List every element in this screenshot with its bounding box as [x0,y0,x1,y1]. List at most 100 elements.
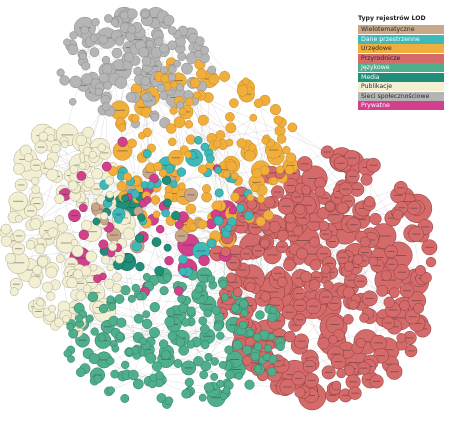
node-label-mark [326,271,335,273]
dataset-node [167,26,177,35]
dataset-node [98,303,109,314]
node-label-mark [15,235,23,237]
dataset-node [160,74,170,84]
node-label-mark [114,69,127,71]
dataset-node [194,136,203,145]
dataset-node [9,287,19,297]
node-label-mark [171,314,182,316]
node-label-mark [27,210,35,212]
dataset-node [136,292,144,301]
dataset-node [230,171,239,180]
dataset-node [225,112,235,122]
dataset-node [154,265,165,276]
dataset-node [420,271,432,284]
dataset-node [381,316,395,330]
dataset-node [249,113,258,122]
node-label-mark [391,255,407,256]
node-label-mark [349,175,357,177]
dataset-node [301,185,312,195]
node-label-mark [268,172,276,174]
dataset-node [285,212,296,224]
dataset-node [270,176,279,185]
dataset-node [31,176,40,186]
node-label-mark [376,235,391,237]
dataset-node [214,188,224,198]
dataset-node [333,156,348,171]
dataset-node [200,324,210,334]
dataset-node [101,255,111,265]
dataset-node [70,238,79,247]
dataset-node [8,191,28,211]
dataset-node [101,161,112,172]
node-label-mark [203,303,213,305]
dataset-node [37,255,49,268]
dataset-node [328,334,338,345]
node-label-mark [275,336,284,337]
node-label-mark [74,257,87,259]
dataset-node [174,286,184,296]
dataset-node [80,25,89,35]
dataset-node [168,149,184,166]
node-label-mark [373,257,384,258]
dataset-node [226,160,237,172]
node-label-mark [289,235,297,237]
dataset-node [225,369,235,380]
node-label-mark [412,233,421,235]
dataset-node [184,187,198,202]
dataset-node [284,330,296,343]
node-label-mark [120,217,128,219]
dataset-node [388,287,400,299]
node-label-mark [200,274,209,276]
node-label-mark [104,326,112,328]
node-label-mark [138,106,148,108]
dataset-node [151,237,162,247]
node-label-mark [32,164,40,166]
dataset-node [242,345,253,355]
dataset-node [235,204,245,213]
dataset-node [189,77,201,89]
dataset-node [342,286,355,299]
dataset-node [167,331,177,341]
dataset-node [320,145,334,159]
dataset-node [343,314,354,325]
dataset-node [149,327,160,339]
node-label-mark [376,355,386,357]
node-label-mark [114,109,125,111]
node-label-mark [286,164,295,166]
node-label-mark [398,207,406,209]
dataset-node [193,356,204,367]
dataset-node [124,253,135,263]
dataset-node [175,337,185,347]
dataset-node [167,40,178,51]
dataset-node [75,290,86,301]
dataset-node [213,215,224,226]
dataset-node [140,76,151,86]
node-label-mark [101,152,109,154]
dataset-node [176,167,187,177]
dataset-node [101,55,111,64]
dataset-node [108,302,117,311]
dataset-node [164,256,174,266]
dataset-node [216,379,225,388]
node-label-mark [286,185,295,186]
dataset-node [268,221,281,233]
dataset-node [63,38,71,47]
dataset-node [120,285,131,296]
dataset-node [120,394,130,403]
node-label-mark [285,311,294,313]
dataset-node [336,251,349,265]
dataset-node [149,373,158,382]
dataset-node [208,73,220,85]
node-label-mark [184,367,193,369]
dataset-node [206,238,217,249]
node-label-mark [349,381,358,383]
node-label-mark [388,217,398,219]
link-edge [110,254,236,300]
dataset-node [142,149,152,159]
dataset-node [197,114,209,126]
dataset-node [163,14,175,26]
dataset-node [318,290,333,305]
dataset-node [294,387,306,399]
dataset-node [216,331,225,340]
dataset-node [218,279,228,289]
